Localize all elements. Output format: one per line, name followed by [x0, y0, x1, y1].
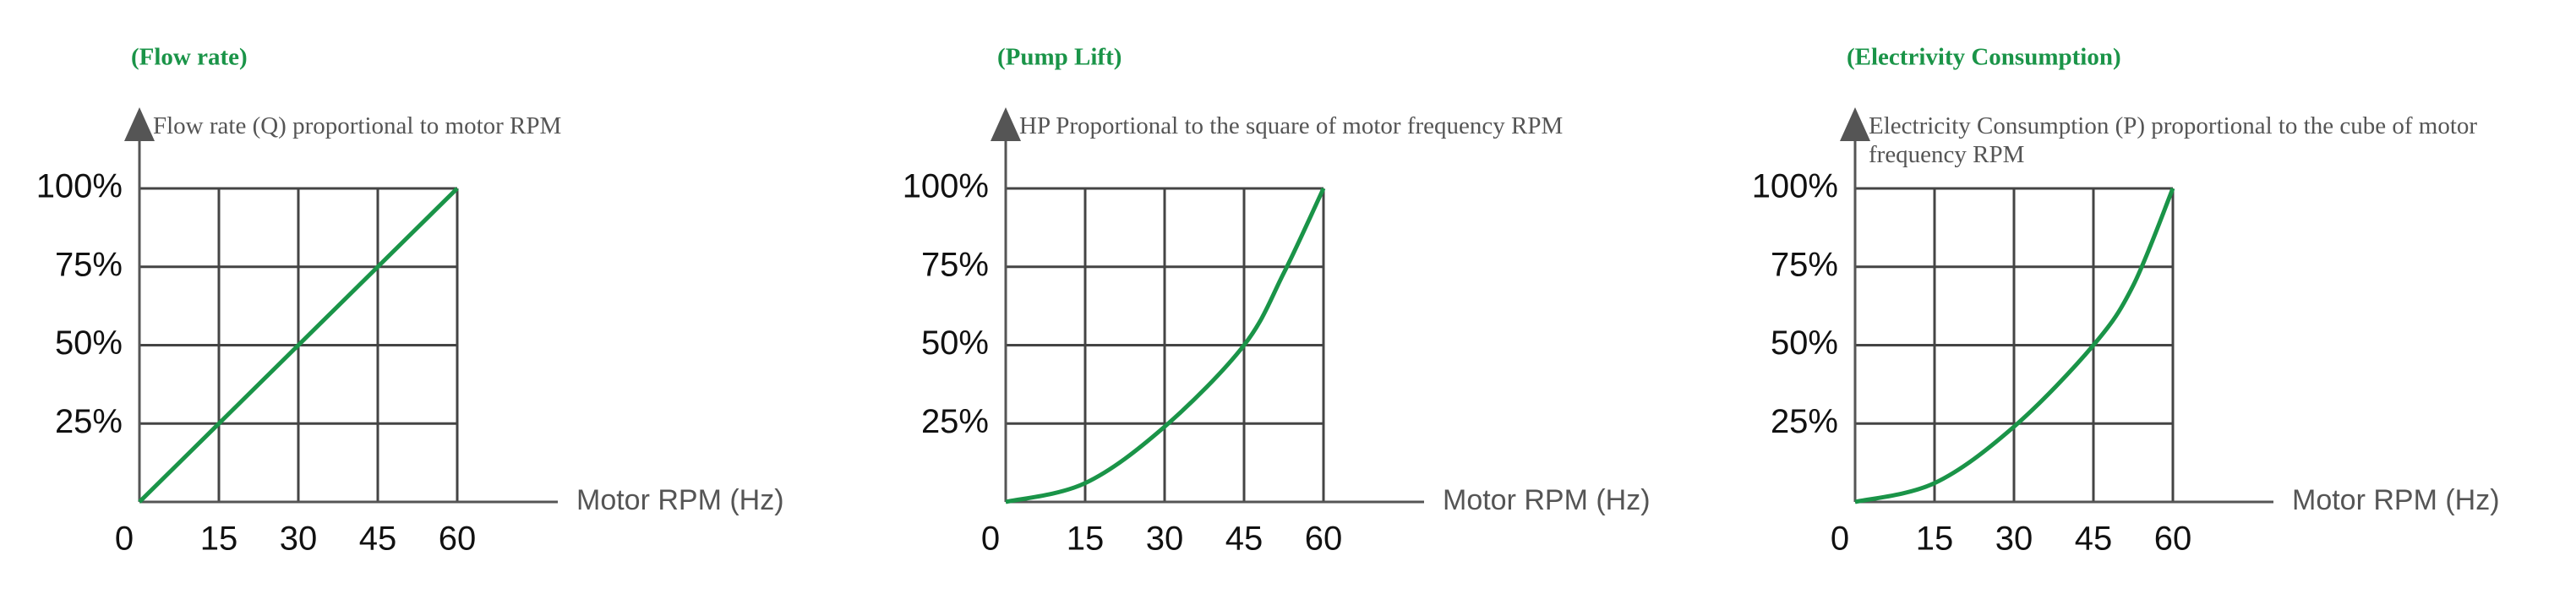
x-axis-label: Motor RPM (Hz)	[2292, 484, 2500, 516]
x-tick-label: 15	[1916, 521, 1954, 558]
y-tick-label: 50%	[1771, 324, 1838, 362]
y-tick-label: 100%	[903, 168, 989, 205]
axis-arrow	[991, 107, 1021, 141]
x-tick-label: 0	[1831, 521, 1849, 558]
axis-arrow	[1840, 107, 1870, 141]
subtitle-box: Electricity Consumption (P) proportional…	[1869, 112, 2478, 168]
x-tick-label: 60	[2154, 521, 2192, 558]
data-line	[138, 187, 459, 504]
chart: (Flow rate) Flow rate (Q) proportional to…	[36, 44, 784, 558]
x-tick-label: 15	[1067, 521, 1105, 558]
y-tick-label: 25%	[1771, 403, 1838, 440]
x-axis-label: Motor RPM (Hz)	[1443, 484, 1651, 516]
chart: (Pump Lift) HP Proportional to the square…	[903, 44, 1651, 558]
x-tick-label: 45	[359, 521, 397, 558]
x-axis-label: Motor RPM (Hz)	[576, 484, 784, 516]
chart-title: (Pump Lift)	[997, 44, 1122, 71]
chart-title: (Flow rate)	[131, 44, 248, 71]
subtitle-box: HP Proportional to the square of motor f…	[1019, 112, 1564, 139]
x-tick-label: 60	[439, 521, 477, 558]
chart-subtitle: Electricity Consumption (P) proportional…	[1869, 112, 2478, 168]
x-tick-label: 45	[2075, 521, 2113, 558]
y-tick-label: 75%	[921, 246, 989, 283]
x-tick-label: 45	[1225, 521, 1263, 558]
data-line	[1854, 188, 2175, 504]
y-tick-label: 75%	[55, 246, 123, 283]
x-tick-label: 60	[1305, 521, 1343, 558]
x-tick-label: 30	[280, 521, 318, 558]
chart-subtitle: HP Proportional to the square of motor f…	[1019, 112, 1564, 139]
y-tick-label: 100%	[36, 168, 123, 205]
axis-arrow	[124, 107, 155, 141]
y-tick-label: 50%	[55, 324, 123, 362]
chart-subtitle: Flow rate (Q) proportional to motor RPM	[153, 112, 562, 139]
x-tick-label: 0	[115, 521, 134, 558]
x-tick-label: 15	[200, 521, 238, 558]
chart-title: (Electrivity Consumption)	[1847, 44, 2121, 71]
subtitle-box: Flow rate (Q) proportional to motor RPM	[153, 112, 562, 139]
data-line	[1005, 187, 1326, 504]
y-tick-label: 25%	[921, 403, 989, 440]
y-tick-label: 50%	[921, 324, 989, 362]
chart: (Electrivity Consumption) Electricity Con…	[1752, 44, 2500, 558]
y-tick-label: 75%	[1771, 246, 1838, 283]
x-tick-label: 30	[1995, 521, 2033, 558]
x-tick-label: 0	[981, 521, 1000, 558]
x-tick-label: 30	[1146, 521, 1184, 558]
y-tick-label: 25%	[55, 403, 123, 440]
y-tick-label: 100%	[1752, 168, 1838, 205]
